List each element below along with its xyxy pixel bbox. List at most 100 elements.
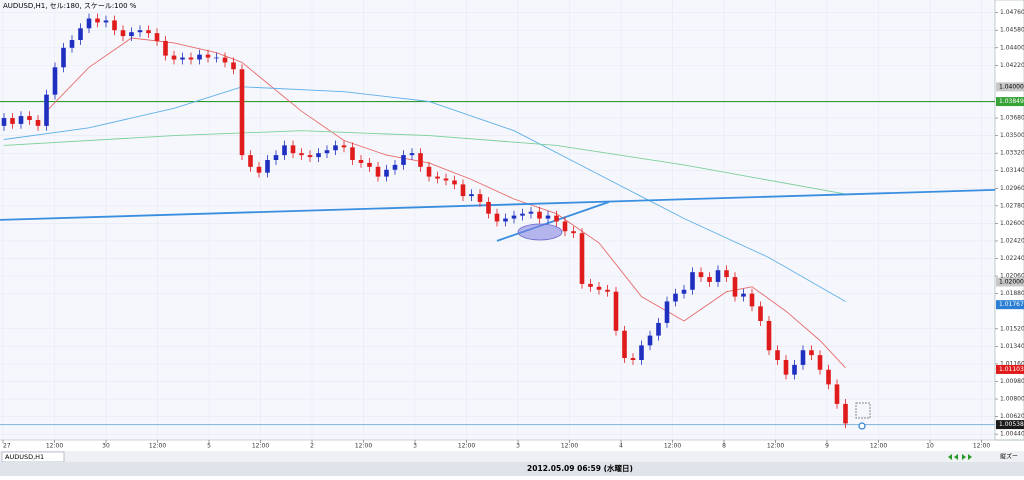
x-tick-label: 30	[102, 443, 110, 450]
tab-label[interactable]: AUDUSD,H1	[5, 453, 44, 461]
candle-body	[256, 166, 262, 173]
candle-body	[78, 28, 83, 40]
x-tick-label: 12:00	[355, 443, 372, 450]
status-date: 2012.05.09 06:59 (水曜日)	[527, 463, 633, 473]
candle-body	[384, 169, 389, 177]
candle-body	[61, 47, 66, 68]
candle-body	[554, 215, 559, 222]
candle-body	[486, 201, 491, 214]
candle-body	[52, 67, 58, 95]
candle-body	[647, 335, 653, 346]
candle-body	[605, 289, 610, 292]
candle-body	[630, 358, 636, 360]
candle-body	[341, 145, 347, 148]
y-tick-label: 1.02420	[1000, 237, 1024, 244]
candle-body	[231, 62, 236, 70]
y-tick-label: 1.00620	[1000, 413, 1024, 420]
candle-body	[622, 330, 627, 359]
candle-body	[826, 369, 831, 385]
candle-body	[367, 162, 372, 167]
y-tick-label: 1.01520	[1000, 325, 1024, 332]
candle-body	[205, 54, 211, 58]
candle-body	[707, 277, 712, 282]
x-tick-label: 12:00	[149, 443, 166, 450]
highlight-ellipse	[517, 223, 563, 241]
candle-body	[273, 155, 279, 160]
candle-body	[10, 118, 15, 124]
zoom-label[interactable]: 縦ズー	[1000, 453, 1018, 461]
moving-average	[3, 130, 846, 195]
candle-body	[477, 194, 483, 202]
candle-body	[562, 221, 568, 232]
x-tick-label: 27	[3, 443, 11, 450]
candle-body	[426, 166, 432, 177]
candle-body	[86, 18, 92, 29]
candle-body	[239, 69, 245, 156]
candle-body	[452, 180, 457, 185]
candle-body	[528, 211, 534, 214]
candle-body	[639, 345, 644, 360]
candle-body	[800, 350, 806, 365]
candle-body	[418, 153, 423, 167]
x-tick-label: 9	[825, 443, 829, 450]
candle-body	[392, 164, 398, 170]
x-tick-label: 4	[619, 443, 623, 450]
candle-body	[290, 145, 296, 154]
candle-body	[571, 231, 576, 234]
candle-body	[358, 160, 364, 163]
candle-body	[656, 322, 661, 336]
candle-body	[690, 272, 695, 290]
candle-body	[35, 120, 41, 126]
candle-body	[520, 213, 525, 216]
y-tick-label: 1.03680	[1000, 115, 1024, 122]
x-tick-label: 5	[207, 443, 211, 450]
trendline	[496, 201, 610, 242]
candle-body	[511, 215, 517, 219]
marker	[858, 422, 866, 430]
candle-body	[282, 145, 287, 156]
candle-body	[307, 155, 313, 158]
x-tick-label: 12:00	[664, 443, 681, 450]
candle-body	[673, 293, 678, 302]
chart-title: AUDUSD,H1, セル:180, スケール:100 %	[3, 2, 137, 10]
price-label-box	[996, 82, 1024, 92]
candle-body	[171, 55, 177, 60]
price-label-box	[996, 300, 1024, 310]
y-tick-label: 1.01340	[1000, 343, 1024, 350]
x-tick-label: 3	[413, 443, 417, 450]
candle-body	[503, 218, 508, 222]
x-tick-label: 12:00	[767, 443, 784, 450]
price-label-box	[996, 277, 1024, 287]
candle-body	[579, 233, 585, 284]
price-label: 1.02000	[999, 278, 1024, 285]
price-label: 1.00538	[999, 421, 1024, 428]
candle-body	[715, 270, 721, 282]
x-tick-label: 12:00	[561, 443, 578, 450]
candle-body	[222, 57, 228, 63]
price-label-box	[996, 364, 1024, 374]
tab-bar	[0, 451, 1024, 462]
y-tick-label: 1.04760	[1000, 9, 1024, 16]
candle-body	[783, 360, 789, 375]
candle-body	[299, 153, 304, 156]
candle-body	[775, 350, 780, 360]
candle-body	[112, 20, 117, 31]
candle-body	[350, 147, 355, 160]
x-tick-label: 3	[516, 443, 520, 450]
x-tick-label: 10	[926, 443, 934, 450]
candle-body	[596, 286, 602, 290]
price-label: 1.03849	[999, 98, 1024, 105]
y-tick-label: 1.03320	[1000, 150, 1024, 157]
y-tick-label: 1.04580	[1000, 27, 1024, 34]
candle-body	[588, 283, 593, 287]
candle-body	[732, 277, 738, 297]
candle-body	[1, 118, 7, 126]
candle-body	[197, 54, 202, 60]
y-tick-label: 1.02240	[1000, 255, 1024, 262]
price-label: 1.01103	[999, 366, 1024, 373]
candle-body	[698, 272, 704, 278]
candle-body	[129, 32, 134, 37]
candle-body	[494, 213, 500, 222]
alert-icon[interactable]	[855, 402, 871, 419]
